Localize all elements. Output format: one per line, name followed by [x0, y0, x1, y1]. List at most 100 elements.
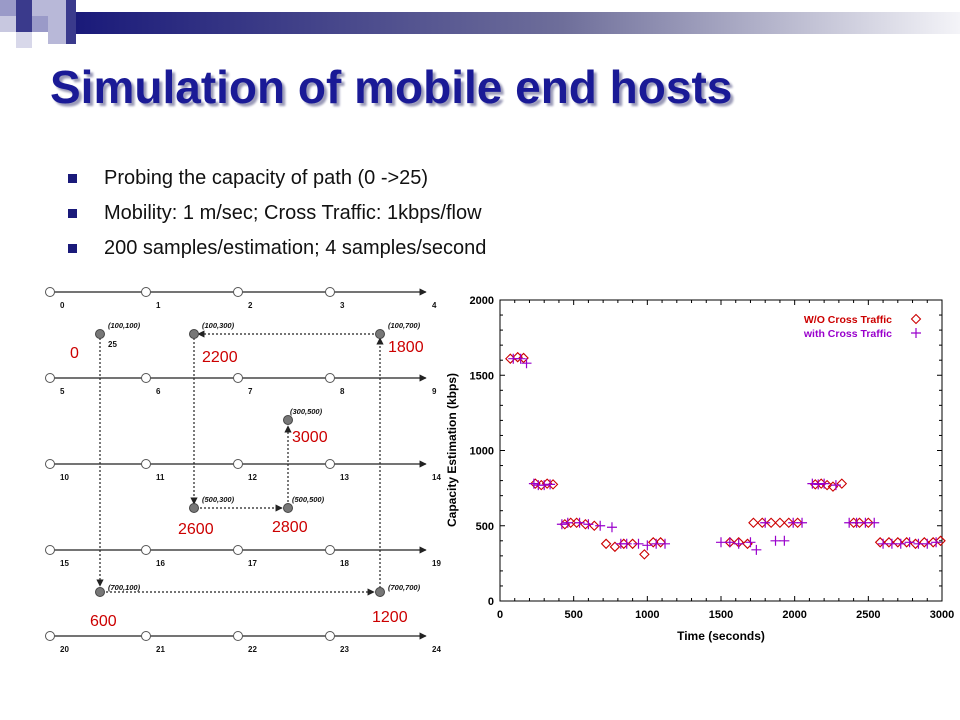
topology-node-label: 10 [60, 473, 69, 482]
data-point-plus [595, 520, 606, 531]
topology-node [233, 459, 243, 469]
data-point-plus [556, 519, 567, 530]
data-point-plus [539, 480, 550, 491]
data-point-plus [779, 535, 790, 546]
x-tick-label: 3000 [930, 609, 954, 621]
waypoint-node [375, 587, 385, 597]
topology-node [325, 631, 335, 641]
data-point-plus [904, 537, 915, 548]
topology-node-label: 8 [340, 387, 345, 396]
topology-node [45, 287, 55, 297]
topology-node [141, 459, 151, 469]
waypoint-time-label: 2600 [178, 521, 214, 538]
waypoint-coordinate-label: (500,300) [202, 495, 235, 504]
topology-node-label: 22 [248, 645, 257, 654]
topology-node-label: 19 [432, 559, 441, 568]
topology-node [325, 373, 335, 383]
topology-node-label: 0 [60, 301, 65, 310]
data-point-diamond [627, 538, 638, 550]
data-point-plus [574, 517, 585, 528]
data-point-plus [807, 478, 818, 489]
data-point-diamond [639, 549, 650, 560]
bullet-square-icon [68, 244, 77, 253]
topology-node [141, 287, 151, 297]
waypoint-coordinate-label: (100,700) [388, 321, 421, 330]
data-point-plus [851, 517, 862, 528]
waypoint-coordinate-label: (100,300) [202, 321, 235, 330]
waypoint-coordinate-label: (500,500) [292, 495, 325, 504]
waypoint-node [95, 329, 105, 339]
data-point-plus [788, 517, 799, 528]
data-point-plus [886, 538, 897, 549]
data-point-diamond [783, 517, 795, 529]
topology-node-label: 2 [248, 301, 253, 310]
topology-node-label: 4 [432, 301, 437, 310]
topology-node-label: 20 [60, 645, 69, 654]
topology-node-label: 24 [432, 645, 441, 654]
x-axis-label: Time (seconds) [677, 629, 765, 643]
topology-node [325, 287, 335, 297]
waypoint-node [189, 503, 199, 513]
y-tick-label: 500 [476, 521, 494, 533]
data-point-plus [528, 478, 539, 489]
legend-marker [910, 313, 922, 325]
topology-node-label: 6 [156, 387, 161, 396]
data-point-plus [869, 517, 880, 528]
bullet-list: Probing the capacity of path (0 ->25) Mo… [66, 166, 486, 271]
topology-node [45, 459, 55, 469]
waypoint-time-label: 3000 [292, 429, 328, 446]
topology-node [141, 631, 151, 641]
data-point-plus [797, 517, 808, 528]
data-point-diamond [935, 535, 946, 547]
waypoint-node [189, 329, 199, 339]
data-point-diamond [609, 541, 621, 553]
slide-title: Simulation of mobile end hosts [50, 61, 733, 113]
data-point-plus [515, 353, 526, 364]
data-point-plus [521, 358, 532, 369]
data-point-plus [770, 535, 781, 546]
y-tick-label: 1000 [470, 446, 494, 458]
topology-node [233, 373, 243, 383]
topology-node [233, 545, 243, 555]
data-point-plus [716, 537, 726, 548]
topology-node-label: 15 [60, 559, 69, 568]
data-point-plus [878, 538, 889, 549]
data-point-plus [895, 538, 906, 549]
data-point-plus [651, 538, 662, 549]
topology-node-label: 13 [340, 473, 349, 482]
topology-node-label: 7 [248, 387, 253, 396]
y-tick-label: 2000 [470, 295, 494, 307]
y-tick-label: 1500 [470, 370, 494, 382]
waypoint-node [375, 329, 385, 339]
capacity-chart: 0 500 1000 1500 2000 0 500 1000 1500 2000 2500 300… [445, 295, 954, 643]
waypoint-coordinate-label: (700,700) [388, 583, 421, 592]
data-point-diamond [792, 517, 803, 529]
data-point-diamond [836, 478, 848, 489]
data-point-diamond [748, 517, 759, 529]
data-point-plus [633, 538, 644, 549]
topology-node-label: 17 [248, 559, 257, 568]
x-tick-label: 1000 [635, 609, 659, 621]
data-point-plus [860, 517, 871, 528]
waypoint-coordinate-label: (700,100) [108, 583, 141, 592]
topology-node-label: 9 [432, 387, 437, 396]
topology-node-label: 21 [156, 645, 165, 654]
corner-decoration [0, 0, 960, 48]
x-tick-label: 500 [564, 609, 582, 621]
data-point-diamond [655, 537, 666, 548]
x-tick-label: 2000 [782, 609, 806, 621]
data-point-plus [819, 478, 830, 489]
legend-marker [911, 328, 921, 338]
topology-node [325, 545, 335, 555]
data-point-plus [922, 538, 933, 549]
waypoint-node [95, 587, 105, 597]
data-point-plus [830, 480, 841, 491]
topology-node [45, 631, 55, 641]
x-tick-label: 2500 [856, 609, 880, 621]
topology-node-label: 1 [156, 301, 161, 310]
data-point-plus [760, 517, 771, 528]
data-point-plus [562, 517, 573, 528]
waypoint-time-label: 600 [90, 613, 117, 630]
data-point-plus [660, 538, 671, 549]
